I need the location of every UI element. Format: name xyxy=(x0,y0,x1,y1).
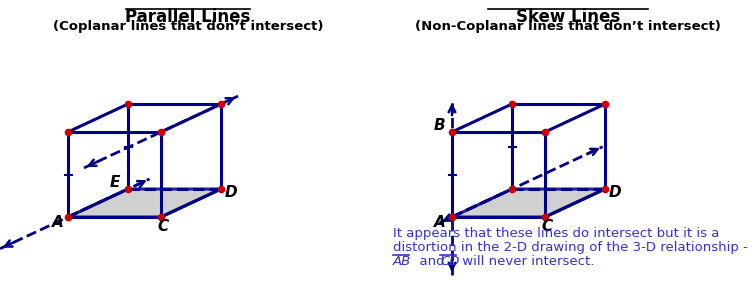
Text: Skew Lines: Skew Lines xyxy=(516,8,620,26)
Text: C: C xyxy=(541,219,552,234)
Polygon shape xyxy=(452,189,605,217)
Text: and: and xyxy=(411,255,453,268)
Text: C: C xyxy=(157,219,168,234)
Text: D: D xyxy=(225,185,238,200)
Text: D: D xyxy=(609,185,621,200)
Text: A: A xyxy=(434,215,445,230)
Text: (Coplanar lines that don’t intersect): (Coplanar lines that don’t intersect) xyxy=(53,20,323,33)
Text: CD: CD xyxy=(440,255,460,268)
Text: will never intersect.: will never intersect. xyxy=(458,255,594,268)
Text: AB: AB xyxy=(393,255,411,268)
Text: (Non-Coplanar lines that don’t intersect): (Non-Coplanar lines that don’t intersect… xyxy=(415,20,721,33)
Text: E: E xyxy=(110,175,120,190)
Polygon shape xyxy=(68,189,221,217)
Text: It appears that these lines do intersect but it is a: It appears that these lines do intersect… xyxy=(393,227,720,240)
Text: A: A xyxy=(52,215,63,230)
Text: Parallel Lines: Parallel Lines xyxy=(125,8,251,26)
Text: distortion in the 2-D drawing of the 3-D relationship -: distortion in the 2-D drawing of the 3-D… xyxy=(393,241,748,254)
Text: B: B xyxy=(434,118,445,133)
